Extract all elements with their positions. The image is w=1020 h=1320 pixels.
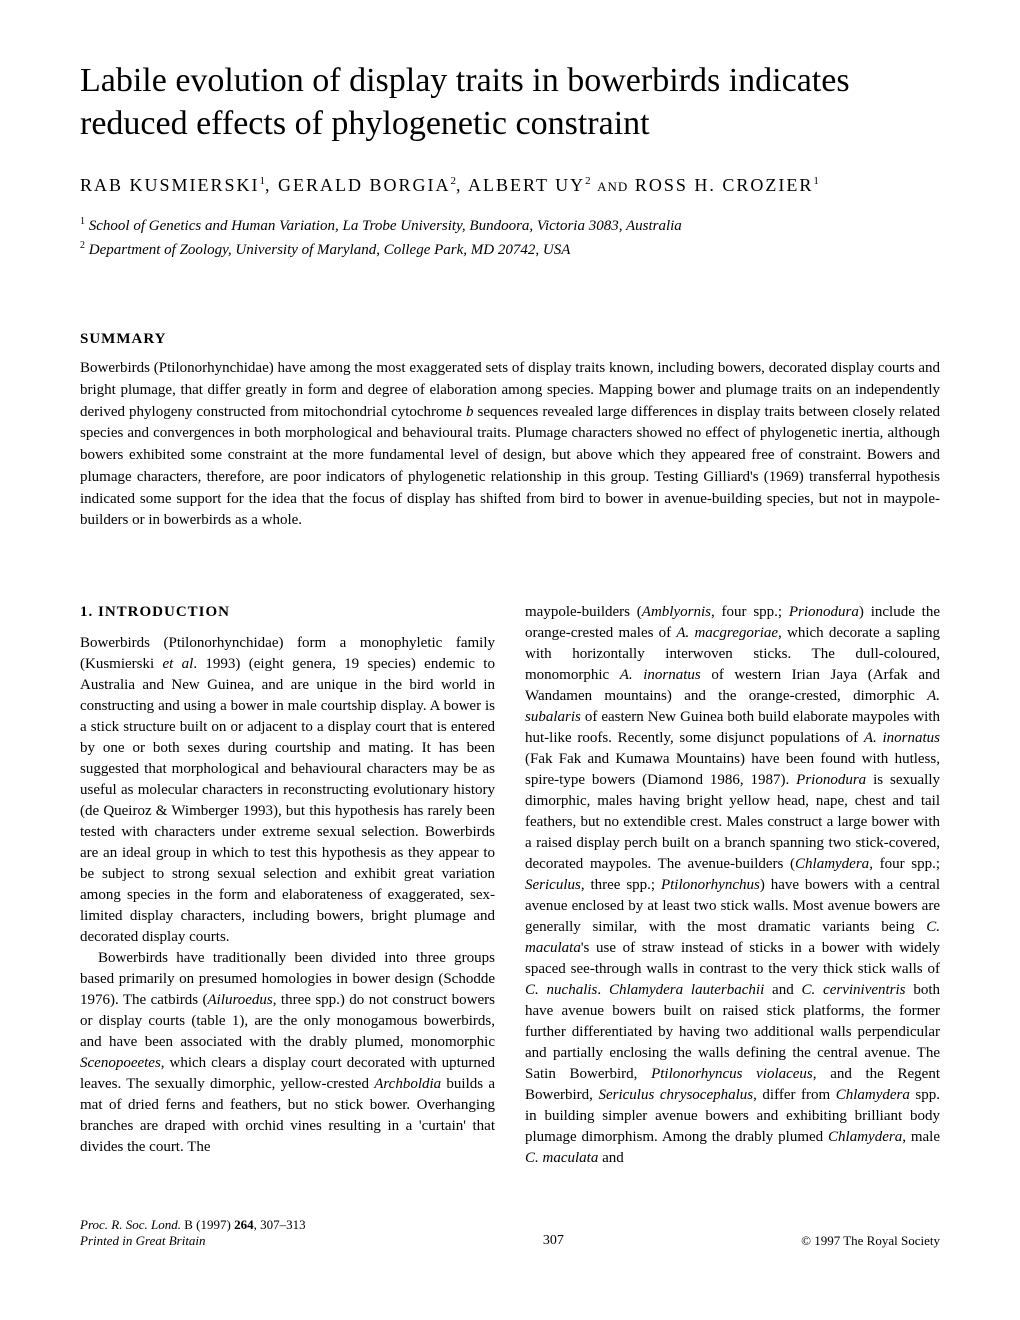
affiliation-1: 1 School of Genetics and Human Variation…	[80, 214, 940, 238]
summary-text: Bowerbirds (Ptilonorhynchidae) have amon…	[80, 358, 940, 532]
affiliations: 1 School of Genetics and Human Variation…	[80, 214, 940, 261]
intro-heading: 1. INTRODUCTION	[80, 602, 495, 623]
paragraph: maypole-builders (Amblyornis, four spp.;…	[525, 602, 940, 1169]
journal-ref: Proc. R. Soc. Lond. B (1997) 264, 307–31…	[80, 1217, 306, 1233]
paragraph: Bowerbirds have traditionally been divid…	[80, 948, 495, 1158]
authors: RAB KUSMIERSKI1, GERALD BORGIA2, ALBERT …	[80, 175, 940, 196]
two-column-body: 1. INTRODUCTION Bowerbirds (Ptilonorhync…	[80, 602, 940, 1169]
left-column: 1. INTRODUCTION Bowerbirds (Ptilonorhync…	[80, 602, 495, 1169]
footer-left: Proc. R. Soc. Lond. B (1997) 264, 307–31…	[80, 1217, 306, 1249]
page-footer: Proc. R. Soc. Lond. B (1997) 264, 307–31…	[80, 1209, 940, 1249]
printed-in: Printed in Great Britain	[80, 1233, 306, 1249]
paper-title: Labile evolution of display traits in bo…	[80, 60, 940, 145]
summary-heading: SUMMARY	[80, 331, 940, 348]
paragraph: Bowerbirds (Ptilonorhynchidae) form a mo…	[80, 633, 495, 948]
page: Labile evolution of display traits in bo…	[0, 0, 1020, 1289]
affiliation-2: 2 Department of Zoology, University of M…	[80, 238, 940, 262]
copyright: © 1997 The Royal Society	[801, 1233, 940, 1249]
right-column: maypole-builders (Amblyornis, four spp.;…	[525, 602, 940, 1169]
page-number: 307	[543, 1233, 564, 1249]
